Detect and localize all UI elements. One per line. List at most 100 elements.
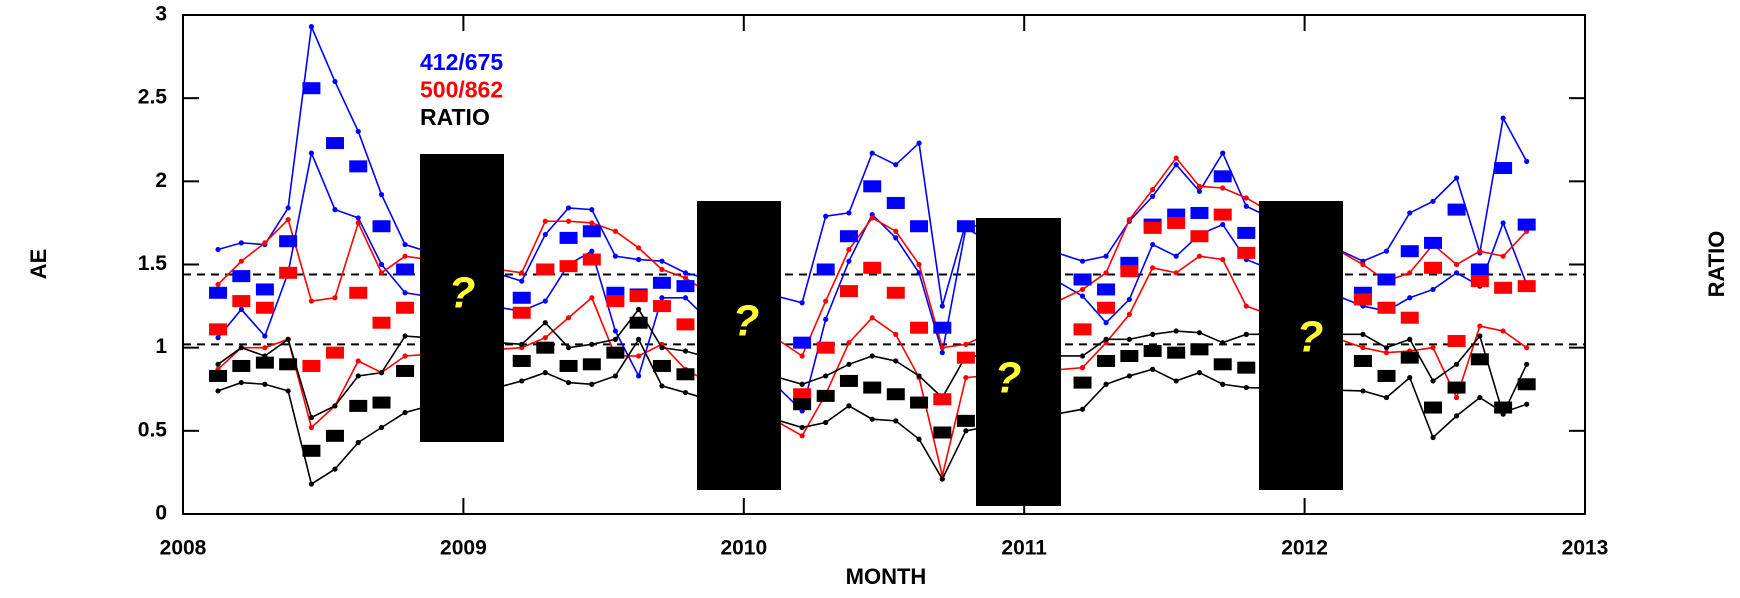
mean-marker: [325, 346, 344, 359]
band-point: [262, 345, 268, 351]
band-point: [332, 466, 338, 472]
band-point: [1126, 296, 1132, 303]
mean-marker: [863, 261, 882, 274]
band-point: [1477, 248, 1483, 254]
mean-marker: [816, 341, 835, 354]
band-point: [238, 345, 244, 351]
band-point: [1150, 241, 1156, 248]
band-point: [402, 409, 408, 416]
mean-marker: [279, 235, 298, 248]
band-point: [963, 341, 969, 347]
mean-marker: [1120, 265, 1139, 278]
mean-marker: [302, 359, 321, 372]
redaction-box: [697, 201, 781, 490]
band-point: [939, 303, 945, 309]
mean-marker: [1494, 162, 1513, 175]
band-point: [565, 345, 572, 351]
band-point: [1196, 330, 1203, 336]
mean-marker: [302, 444, 321, 457]
band-point: [308, 414, 315, 421]
legend-label: RATIO: [420, 104, 490, 130]
band-point: [519, 270, 525, 276]
y-tick-label: 0.5: [138, 418, 168, 441]
mean-marker: [933, 426, 952, 439]
band-point: [1243, 303, 1249, 309]
band-point: [1126, 336, 1132, 342]
y-tick-label: 1.5: [138, 252, 168, 275]
band-point: [659, 345, 665, 351]
mean-marker: [209, 323, 228, 336]
band-point: [893, 235, 899, 241]
mean-marker: [1377, 301, 1396, 314]
band-point: [1360, 345, 1366, 351]
band-point: [1150, 193, 1156, 199]
band-point: [893, 331, 899, 337]
band-point: [285, 388, 291, 394]
mean-marker: [933, 321, 952, 334]
band-point: [355, 373, 361, 379]
mean-marker: [1470, 263, 1489, 276]
mean-marker: [1190, 343, 1209, 356]
band-point: [1173, 162, 1179, 168]
band-point: [869, 215, 875, 221]
mean-marker: [1190, 230, 1209, 243]
band-point: [893, 418, 899, 424]
mean-marker: [512, 306, 531, 319]
band-point: [846, 246, 852, 253]
band-point: [682, 270, 689, 276]
band-point: [682, 295, 689, 301]
mean-marker: [255, 356, 274, 369]
band-point: [1500, 328, 1506, 334]
band-point: [262, 333, 268, 339]
band-point: [799, 353, 805, 359]
mean-marker: [396, 364, 415, 377]
mean-marker: [396, 301, 415, 314]
x-tick-label: 2009: [440, 537, 487, 560]
mean-marker: [816, 263, 835, 276]
mean-marker: [582, 253, 601, 266]
band-point: [869, 315, 875, 321]
band-point: [846, 361, 852, 367]
band-point: [659, 266, 665, 273]
mean-marker: [1353, 293, 1372, 306]
question-mark: ?: [995, 354, 1022, 403]
mean-marker: [372, 316, 391, 329]
band-point: [1500, 220, 1506, 226]
band-point: [308, 481, 315, 487]
band-point: [612, 336, 618, 342]
mean-marker: [1143, 344, 1162, 357]
band-point: [799, 433, 805, 439]
band-point: [565, 315, 572, 321]
mean-marker: [1517, 280, 1536, 293]
band-point: [1196, 188, 1203, 194]
mean-marker: [325, 429, 344, 442]
band-point: [1079, 286, 1086, 293]
band-point: [402, 333, 408, 339]
band-point: [308, 150, 315, 156]
band-point: [1079, 365, 1086, 371]
band-point: [355, 358, 361, 364]
mean-marker: [652, 300, 671, 313]
mean-marker: [652, 359, 671, 372]
mean-marker: [1400, 311, 1419, 324]
band-point: [1243, 195, 1249, 201]
mean-marker: [910, 321, 929, 334]
x-tick-label: 2013: [1562, 537, 1609, 560]
band-point: [1220, 340, 1226, 346]
band-point: [589, 381, 595, 387]
mean-marker: [1213, 170, 1232, 183]
band-point: [823, 316, 829, 322]
band-point: [402, 241, 408, 248]
band-point: [542, 231, 548, 238]
band-point: [1430, 286, 1436, 293]
band-point: [1360, 261, 1366, 268]
y2-axis-label: RATIO: [1704, 231, 1729, 298]
band-point: [659, 295, 665, 301]
band-point: [1383, 248, 1390, 254]
mean-marker: [1353, 354, 1372, 367]
mean-marker: [1470, 353, 1489, 366]
band-point: [1500, 253, 1506, 259]
mean-marker: [629, 290, 648, 303]
mean-marker: [559, 231, 578, 244]
mean-marker: [559, 359, 578, 372]
